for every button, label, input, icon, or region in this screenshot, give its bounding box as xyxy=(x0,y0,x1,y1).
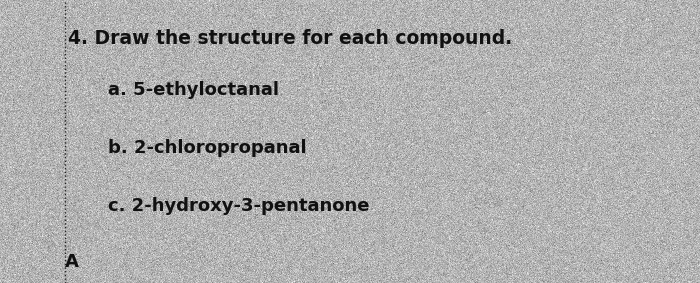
Text: c. 2-hydroxy-3-pentanone: c. 2-hydroxy-3-pentanone xyxy=(108,197,370,215)
Text: b. 2-chloropropanal: b. 2-chloropropanal xyxy=(108,139,307,157)
Text: A: A xyxy=(65,253,79,271)
Text: 4. Draw the structure for each compound.: 4. Draw the structure for each compound. xyxy=(68,29,512,48)
Text: a. 5-ethyloctanal: a. 5-ethyloctanal xyxy=(108,81,279,99)
